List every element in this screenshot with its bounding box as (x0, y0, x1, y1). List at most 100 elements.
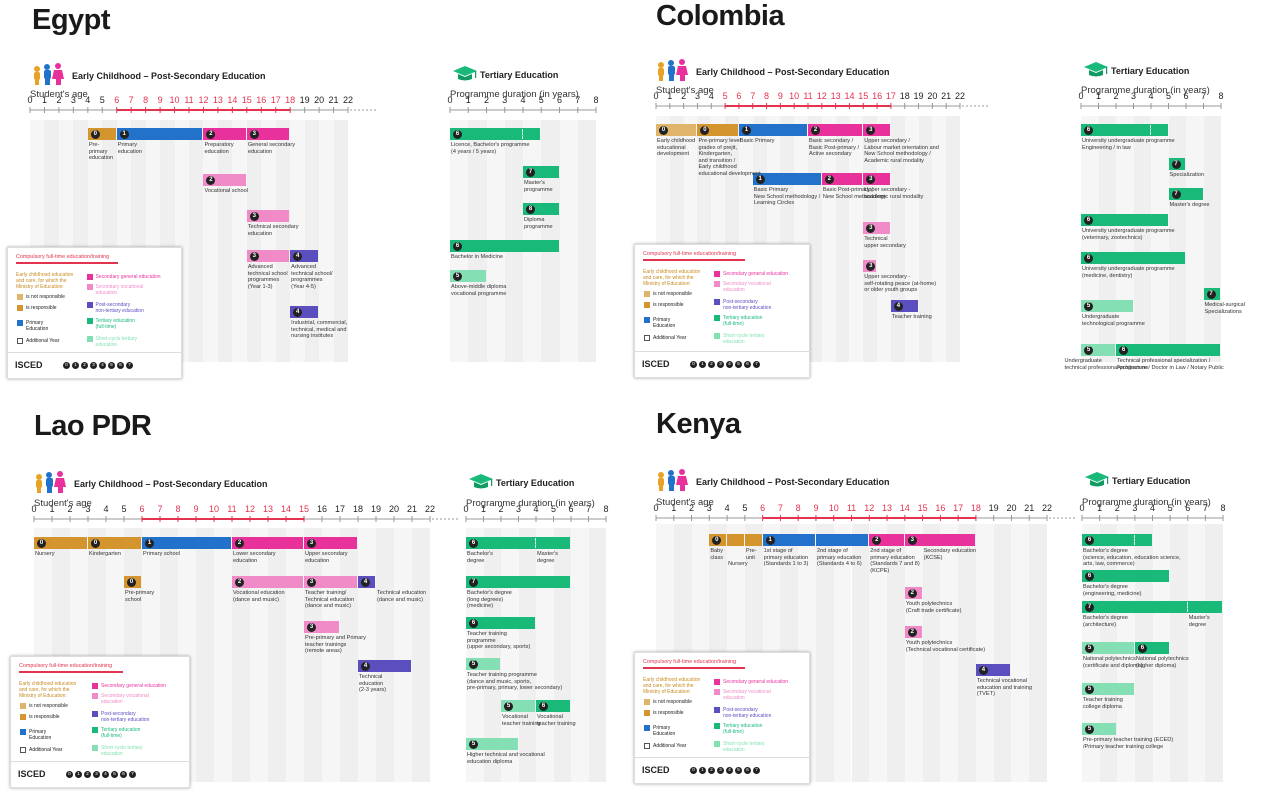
programme-label: Bachelor's degree (science, education, e… (1083, 548, 1181, 568)
age-axis: 0 1 2 3 4 5 6 7 8 9 10 11 12 13 14 15 16 17 18 19 20 21 22 (27, 95, 378, 113)
programme-label: Vocational education (dance and music) (233, 590, 285, 603)
programme-label: Teacher training programme (dance and mu… (467, 672, 563, 692)
tick-label: 3 (707, 503, 712, 513)
tick-label: 5 (1168, 503, 1173, 513)
legend-post-secondary: Post-secondary non-tertiary education (95, 302, 144, 314)
tick-label: 2 (56, 95, 61, 105)
grid-column (250, 528, 268, 782)
grid-column (940, 524, 959, 782)
isced-circle: 2 (708, 767, 715, 774)
tick-label: 0 (463, 504, 468, 514)
tick-label: 8 (143, 95, 148, 105)
age-axis: 0 1 2 3 4 5 6 7 8 9 10 11 12 13 14 15 16 17 18 19 20 21 22 (31, 504, 460, 522)
isced-level-badge: 6 (1084, 215, 1093, 225)
grid-column (466, 528, 484, 782)
legend-primary-swatch (644, 317, 650, 323)
programme-label: Pre-primary school (125, 590, 155, 603)
tick-label: 14 (900, 503, 910, 513)
isced-level-badge: 2 (206, 175, 216, 185)
legend-secondary-vocational: Secondary vocational education (723, 689, 771, 701)
programme-label: 2nd stage of primary education (Standard… (870, 548, 920, 574)
programme-label: Basic Primary (739, 138, 775, 144)
programme-bar: 0 (656, 124, 697, 136)
isced-level-badge: 4 (293, 251, 303, 261)
tick-label: 16 (317, 504, 327, 514)
tick-label: 18 (971, 503, 981, 513)
isced-level-badge: 6 (469, 538, 478, 548)
tick-label: 3 (516, 504, 521, 514)
tick-label: 12 (817, 91, 827, 101)
legend-ec-label: Early childhood education and care, for … (643, 677, 701, 695)
programme-label: Bachelor's degree (long degrees) (medici… (467, 590, 512, 610)
programme-bar: 7 (1082, 601, 1222, 613)
grid-column (851, 524, 870, 782)
programme-label: Pre-primary level grades of prejit, Kind… (698, 138, 761, 177)
tick-label: 2 (1113, 91, 1118, 101)
programme-bar: 3 (904, 534, 975, 546)
programme-bar: 8 (523, 203, 559, 215)
grid-column (376, 528, 394, 782)
grid-column (189, 120, 204, 362)
programme-bar: 3 (863, 222, 890, 234)
tick-label: 7 (1203, 503, 1208, 513)
legend-title: Compulsory full-time education/training (16, 254, 110, 260)
isced-circle: 7 (126, 362, 133, 369)
isced-level-badge: 7 (1171, 189, 1181, 199)
programme-label: Specialization (1169, 172, 1205, 178)
country-title: Lao PDR (34, 410, 152, 442)
tick-label: 21 (941, 91, 951, 101)
isced-circle: 5 (111, 771, 118, 778)
isced-level-badge: 1 (765, 535, 775, 545)
programme-label: Technical education (dance and music) (377, 590, 427, 603)
isced-level-badge: 0 (659, 125, 668, 135)
isced-level-badge: 2 (235, 577, 244, 587)
grid-column (1203, 116, 1221, 362)
tick-label: 22 (343, 95, 353, 105)
tick-label: 15 (918, 503, 928, 513)
programme-label: Teacher training/ Technical education (d… (305, 590, 355, 610)
isced-circle: 3 (93, 771, 100, 778)
grid-column (887, 524, 905, 782)
isced-circle: 6 (744, 767, 751, 774)
country-title: Colombia (656, 0, 785, 32)
programme-bar: 2 (232, 576, 303, 588)
legend-additional-year-swatch (17, 338, 23, 344)
isced-circle: 7 (129, 771, 136, 778)
grid-column (1133, 116, 1151, 362)
programme-bar: 6 (1081, 124, 1168, 136)
tick-label: 9 (193, 504, 198, 514)
legend-tertiary-swatch (92, 727, 98, 733)
grid-column (869, 524, 888, 782)
tick-label: 16 (872, 91, 882, 101)
isced-level-badge: 2 (872, 535, 882, 545)
legend-additional-year-swatch (644, 743, 650, 749)
tick-label: 11 (847, 503, 856, 513)
programme-label: Vocational teacher training (502, 714, 541, 727)
duration-axis-title: Programme duration (in years) (450, 89, 579, 100)
tick-label: 12 (198, 95, 208, 105)
tick-label: 20 (314, 95, 324, 105)
programme-bar: 3 (304, 537, 357, 549)
tick-label: 4 (520, 95, 525, 105)
legend-secondary-vocational-swatch (714, 689, 720, 695)
legend-post-secondary: Post-secondary non-tertiary education (723, 299, 772, 311)
tick-label: 14 (844, 91, 854, 101)
isced-circle: 0 (690, 361, 697, 368)
tick-label: 19 (914, 91, 924, 101)
isced-circle: 7 (753, 361, 760, 368)
legend-secondary-general: Secondary general education (723, 679, 789, 685)
isced-circle: 7 (753, 767, 760, 774)
legend-secondary-general-swatch (92, 683, 98, 689)
programme-bar: 5 (466, 738, 518, 750)
compulsory-line (643, 259, 746, 261)
programme-bar: 1 (738, 124, 807, 136)
programme-label: Undergraduate technological programme (1082, 314, 1145, 327)
programme-label: Technical upper secondary (864, 236, 906, 249)
isced-circle: 3 (90, 362, 97, 369)
legend-responsible: is responsible (29, 714, 60, 720)
legend-primary-swatch (644, 725, 650, 731)
isced-circle: 6 (117, 362, 124, 369)
legend-not-responsible-swatch (20, 703, 26, 709)
programme-bar: 4 (290, 306, 319, 318)
tick-label: 4 (103, 504, 108, 514)
